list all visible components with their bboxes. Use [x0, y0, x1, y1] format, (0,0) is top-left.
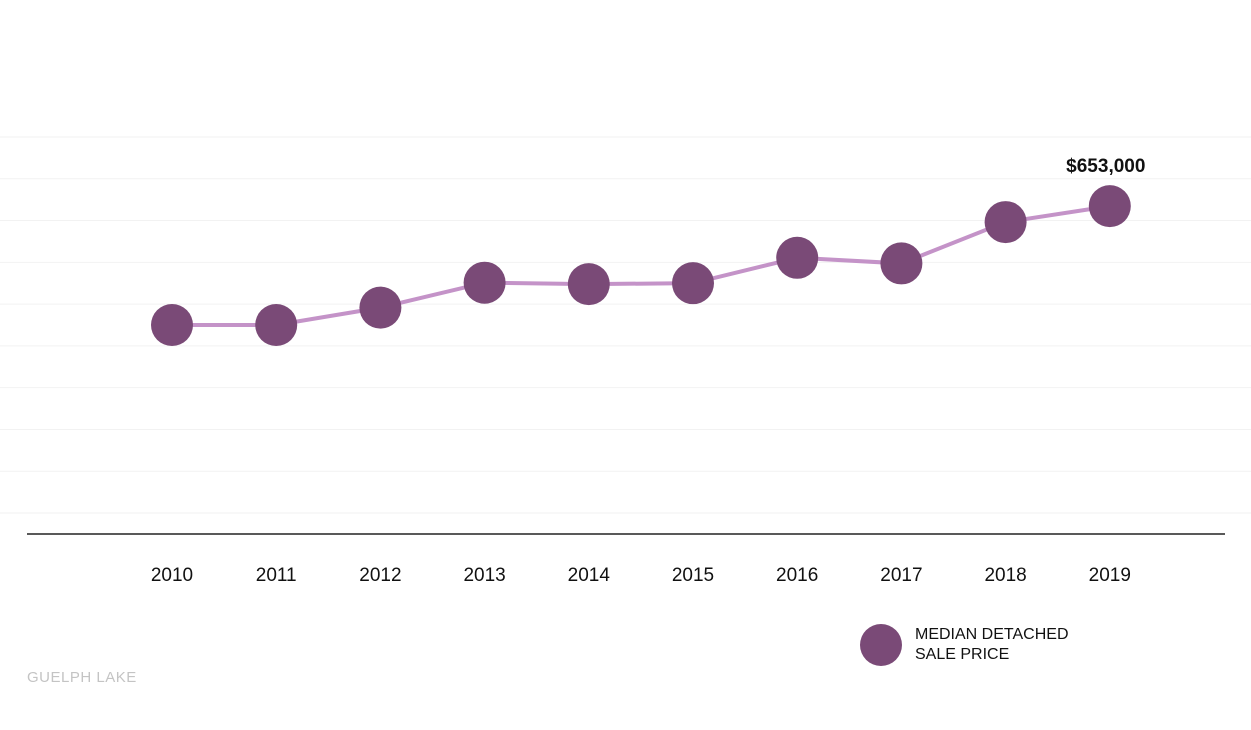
data-point-2012: [359, 286, 402, 329]
data-point-2016: [776, 236, 819, 279]
data-label-2019: $653,000: [1066, 156, 1145, 177]
x-tick-label: 2015: [672, 565, 714, 586]
legend-label: MEDIAN DETACHED SALE PRICE: [915, 626, 1069, 663]
data-point-2018: [984, 201, 1027, 244]
x-tick-label: 2017: [880, 565, 922, 586]
x-tick-label: 2019: [1089, 565, 1131, 586]
x-tick-label: 2010: [151, 565, 193, 586]
x-tick-labels: 2010 2011 2012 2013 2014 2015 2016 2017 2018 2019: [151, 565, 1131, 586]
x-tick-label: 2018: [984, 565, 1026, 586]
data-point-2014: [567, 263, 610, 306]
x-tick-label: 2014: [568, 565, 611, 586]
region-label: GUELPH LAKE: [27, 669, 137, 686]
data-point-2011: [255, 304, 298, 346]
data-point-2013: [463, 261, 506, 304]
x-tick-label: 2013: [463, 565, 505, 586]
data-labels: $653,000: [1066, 156, 1145, 177]
series-group: [151, 185, 1131, 346]
grid-lines: [0, 136, 1251, 514]
data-point-2017: [880, 242, 923, 285]
x-tick-label: 2016: [776, 565, 818, 586]
legend-marker-icon: [860, 624, 902, 666]
x-tick-label: 2012: [359, 565, 401, 586]
x-tick-label: 2011: [256, 565, 297, 586]
data-point-2019: [1088, 185, 1131, 228]
data-point-2010: [151, 304, 193, 346]
data-point-2015: [672, 262, 714, 305]
legend: MEDIAN DETACHED SALE PRICE: [860, 624, 1105, 666]
series-line: [172, 204, 1111, 327]
